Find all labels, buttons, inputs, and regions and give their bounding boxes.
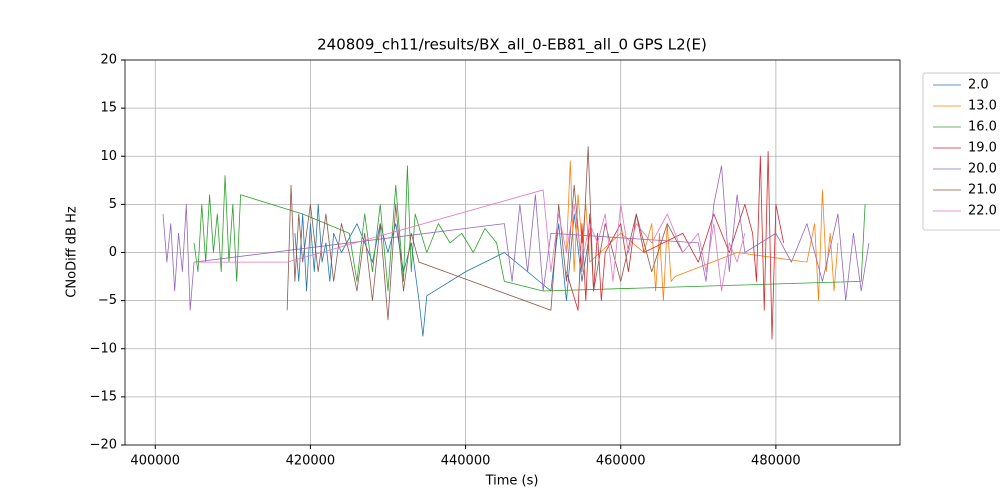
plot-frame <box>124 59 901 446</box>
series-line <box>194 189 746 292</box>
legend-label: 22.0 <box>968 204 997 219</box>
legend-box <box>922 72 1000 231</box>
y-tick-label: −15 <box>90 389 117 404</box>
series-line <box>162 165 870 311</box>
y-tick-label: 20 <box>100 53 117 68</box>
legend: 2.0 13.0 16.0 19.0 20.0 21.0 22.0 <box>922 72 1000 231</box>
chart-title: 240809_ch11/results/BX_all_0-EB81_all_0 … <box>317 36 707 55</box>
y-tick-label: 15 <box>100 101 117 116</box>
legend-label: 20.0 <box>968 162 997 177</box>
legend-label: 16.0 <box>968 120 997 135</box>
y-axis-label: CNoDiff dB Hz <box>65 206 80 298</box>
y-tick-label: 0 <box>109 245 117 260</box>
y-tick-label: −10 <box>90 341 117 356</box>
series-line <box>566 151 785 340</box>
x-tick-label: 420000 <box>286 454 336 469</box>
series-line <box>566 160 839 302</box>
x-axis-label: Time (s) <box>485 474 539 489</box>
series-line <box>193 165 866 292</box>
y-tick-label: −20 <box>90 438 117 453</box>
x-tick-label: 440000 <box>441 454 491 469</box>
y-tick-label: 10 <box>100 149 117 164</box>
x-tick-label: 400000 <box>130 454 180 469</box>
legend-label: 19.0 <box>968 141 997 156</box>
legend-label: 2.0 <box>968 78 989 93</box>
y-tick-label: −5 <box>98 293 117 308</box>
x-tick-label: 460000 <box>596 454 646 469</box>
series-line <box>294 203 591 337</box>
legend-label: 21.0 <box>968 183 997 198</box>
x-tick-label: 480000 <box>751 454 801 469</box>
series-line <box>286 146 684 321</box>
legend-label: 13.0 <box>968 99 997 114</box>
y-tick-label: 5 <box>109 197 117 212</box>
